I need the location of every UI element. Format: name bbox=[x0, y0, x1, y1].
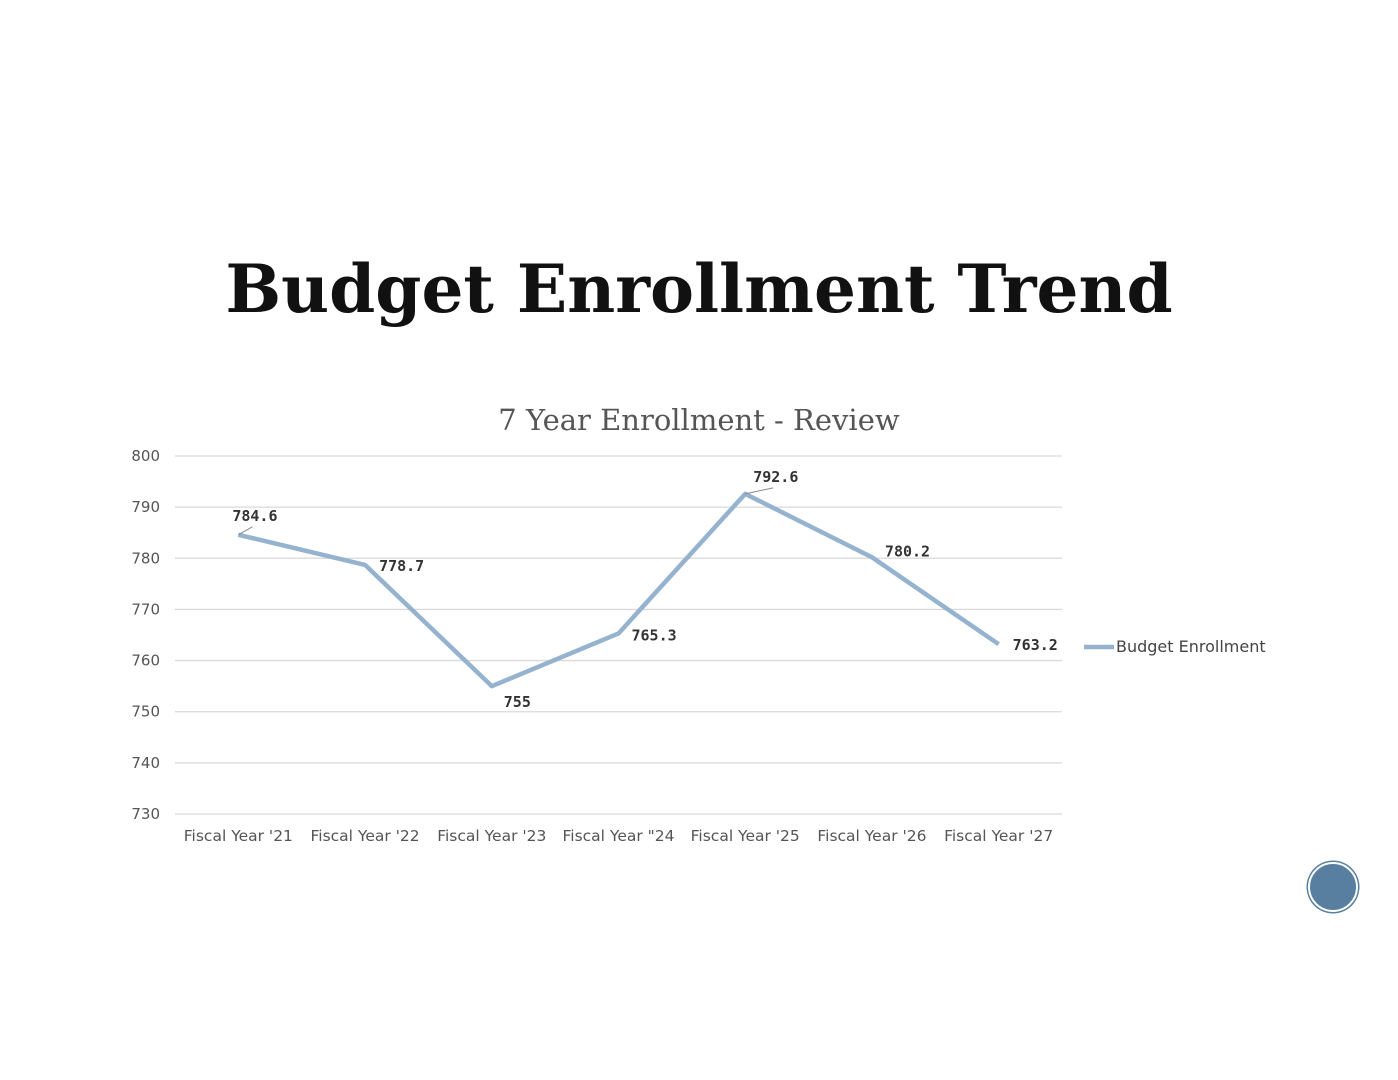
data-label: 763.2 bbox=[1013, 636, 1058, 654]
leader-line bbox=[238, 526, 253, 536]
data-label: 792.6 bbox=[753, 468, 798, 486]
legend-label: Budget Enrollment bbox=[1116, 637, 1266, 656]
x-tick-label: Fiscal Year '23 bbox=[437, 827, 546, 845]
y-tick-label: 800 bbox=[131, 447, 160, 465]
x-tick-label: Fiscal Year '22 bbox=[310, 827, 419, 845]
x-tick-label: Fiscal Year '25 bbox=[691, 827, 800, 845]
x-tick-label: Fiscal Year '27 bbox=[944, 827, 1053, 845]
data-label: 765.3 bbox=[632, 626, 677, 644]
data-label: 755 bbox=[504, 693, 531, 711]
y-tick-label: 770 bbox=[131, 600, 160, 618]
data-label: 778.7 bbox=[379, 557, 424, 575]
series-line bbox=[237, 491, 1000, 689]
chart-title: 7 Year Enrollment - Review bbox=[498, 403, 900, 437]
y-tick-label: 790 bbox=[131, 498, 160, 516]
y-tick-label: 740 bbox=[131, 754, 160, 772]
slide-number-badge bbox=[1308, 862, 1358, 912]
x-tick-label: Fiscal Year "24 bbox=[562, 827, 674, 845]
x-tick-label: Fiscal Year '21 bbox=[184, 827, 293, 845]
y-tick-label: 780 bbox=[131, 549, 160, 567]
data-label: 780.2 bbox=[885, 542, 930, 560]
y-tick-label: 760 bbox=[131, 652, 160, 670]
data-label: 784.6 bbox=[232, 507, 277, 525]
y-tick-label: 750 bbox=[131, 703, 160, 721]
leader-line bbox=[745, 487, 774, 495]
x-tick-label: Fiscal Year '26 bbox=[817, 827, 926, 845]
y-tick-label: 730 bbox=[131, 805, 160, 823]
slide-title: Budget Enrollment Trend bbox=[225, 250, 1173, 328]
